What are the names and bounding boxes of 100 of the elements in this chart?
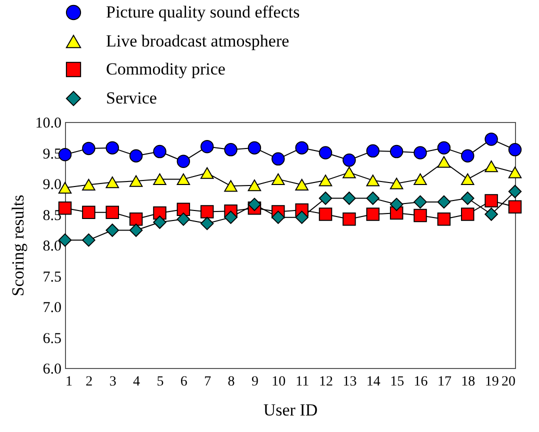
point <box>484 132 498 146</box>
point <box>508 184 522 198</box>
point <box>224 180 238 192</box>
point <box>342 212 356 226</box>
point <box>106 141 119 154</box>
point <box>153 144 166 158</box>
point <box>200 140 214 154</box>
x-tick-label: 3 <box>109 374 116 390</box>
point <box>224 143 238 156</box>
x-tick-label: 13 <box>342 374 357 390</box>
point <box>295 210 308 224</box>
point <box>272 173 285 185</box>
point <box>129 224 143 237</box>
point <box>200 216 214 230</box>
legend-label: Picture quality sound effects <box>106 2 300 22</box>
point <box>414 146 427 160</box>
point <box>461 149 474 162</box>
y-tick-label: 6.0 <box>42 362 62 378</box>
x-tick-label: 10 <box>272 374 286 390</box>
point <box>248 141 262 154</box>
y-tick-label: 9.0 <box>42 177 62 193</box>
y-tick-label: 8.5 <box>42 208 62 224</box>
point <box>129 149 143 162</box>
point <box>82 206 96 220</box>
point <box>366 192 380 205</box>
point <box>129 212 143 226</box>
x-tick-label: 16 <box>414 374 428 390</box>
point <box>437 156 451 168</box>
point <box>82 233 96 247</box>
point <box>484 208 498 221</box>
y-axis-title: Scoring results <box>8 194 28 296</box>
point <box>295 141 308 154</box>
legend-label: Service <box>106 88 157 108</box>
x-tick-label: 2 <box>86 374 93 390</box>
point <box>484 160 498 172</box>
point <box>318 174 332 186</box>
x-tick-label: 15 <box>390 374 404 390</box>
x-axis-title: User ID <box>263 400 318 420</box>
point <box>153 216 166 229</box>
point <box>318 146 332 160</box>
point <box>437 212 451 226</box>
y-tick-label: 6.5 <box>42 330 62 347</box>
point <box>390 144 404 158</box>
point <box>129 175 143 187</box>
point <box>461 192 474 205</box>
y-tick-label: 7.5 <box>42 269 62 286</box>
point <box>106 206 119 220</box>
x-tick-label: 8 <box>228 374 235 390</box>
point <box>295 178 308 191</box>
point <box>82 142 96 156</box>
point <box>272 210 285 224</box>
x-tick-label: 14 <box>366 374 380 390</box>
point <box>318 192 332 205</box>
point <box>414 195 427 209</box>
point <box>176 212 190 226</box>
point <box>153 206 166 220</box>
point <box>342 192 356 205</box>
point <box>106 176 119 188</box>
x-tick-label: 17 <box>437 374 452 390</box>
point <box>224 210 238 224</box>
point <box>508 166 522 178</box>
point <box>484 194 498 208</box>
legend-label: Live broadcast atmosphere <box>106 32 290 50</box>
x-tick-label: 9 <box>251 374 258 390</box>
point <box>176 202 190 216</box>
point <box>153 173 166 185</box>
x-tick-label: 12 <box>319 374 334 390</box>
x-tick-label: 19 <box>484 374 499 390</box>
point <box>272 152 285 166</box>
point <box>508 200 522 214</box>
point <box>248 180 262 192</box>
point <box>390 198 404 212</box>
point <box>176 154 190 168</box>
point <box>414 208 427 222</box>
point <box>200 205 214 218</box>
point <box>200 167 214 179</box>
point <box>437 141 451 154</box>
point <box>342 154 356 167</box>
point <box>342 166 356 178</box>
point <box>461 173 474 185</box>
x-tick-label: 7 <box>204 374 212 390</box>
point <box>366 174 380 186</box>
x-tick-label: 11 <box>296 374 310 390</box>
y-tick-label: 10.0 <box>35 116 62 132</box>
point <box>106 224 119 237</box>
legend-label: Commodity price <box>106 60 226 78</box>
point <box>461 208 474 221</box>
point <box>414 173 427 185</box>
x-tick-label: 20 <box>502 374 516 390</box>
point <box>366 208 380 221</box>
point <box>366 144 380 158</box>
x-tick-label: 1 <box>66 374 72 390</box>
y-tick-label: 7.0 <box>42 300 62 316</box>
y-tick-label: 8.0 <box>42 238 62 254</box>
point <box>176 173 190 185</box>
point <box>437 195 451 209</box>
x-tick-label: 18 <box>461 374 476 390</box>
point <box>248 198 262 212</box>
point <box>318 208 332 221</box>
x-tick-label: 4 <box>133 374 140 390</box>
